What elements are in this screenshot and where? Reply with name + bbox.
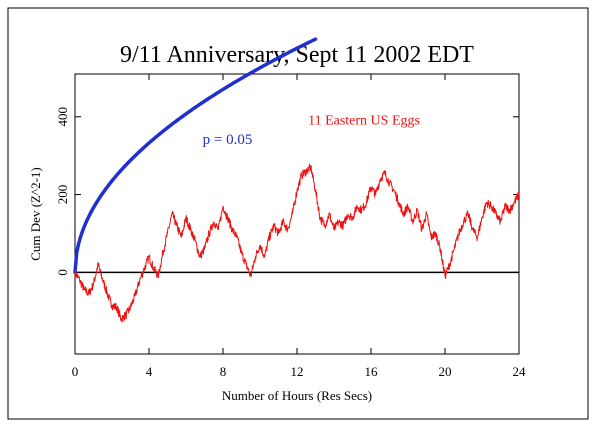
data-series-line: [74, 163, 520, 323]
series-annotation: 11 Eastern US Eggs: [308, 114, 420, 129]
x-tick-label: 4: [146, 364, 153, 379]
x-tick-label: 12: [291, 364, 304, 379]
y-tick-label: 200: [55, 185, 70, 205]
x-tick-label: 8: [220, 364, 227, 379]
y-axis-ticks: 0 200 400: [55, 107, 519, 276]
probability-annotation: p = 0.05: [203, 132, 253, 148]
x-tick-label: 20: [439, 364, 452, 379]
y-tick-label: 400: [55, 107, 70, 127]
x-axis-ticks: 0 4 8 12 16 20 24: [72, 74, 526, 379]
y-axis-label: Cum Dev (Z^2-1): [28, 167, 43, 260]
series-layer: [73, 37, 520, 323]
plot-frame: [74, 73, 520, 355]
chart-title: 9/11 Anniversary, Sept 11 2002 EDT: [120, 42, 474, 68]
probability-curve-line: [73, 37, 318, 275]
outer-border: [7, 7, 589, 420]
x-tick-label: 0: [72, 364, 79, 379]
y-tick-label: 0: [55, 269, 70, 276]
x-axis-label: Number of Hours (Res Secs): [222, 388, 372, 403]
x-tick-label: 16: [365, 364, 379, 379]
x-tick-label: 24: [513, 364, 527, 379]
